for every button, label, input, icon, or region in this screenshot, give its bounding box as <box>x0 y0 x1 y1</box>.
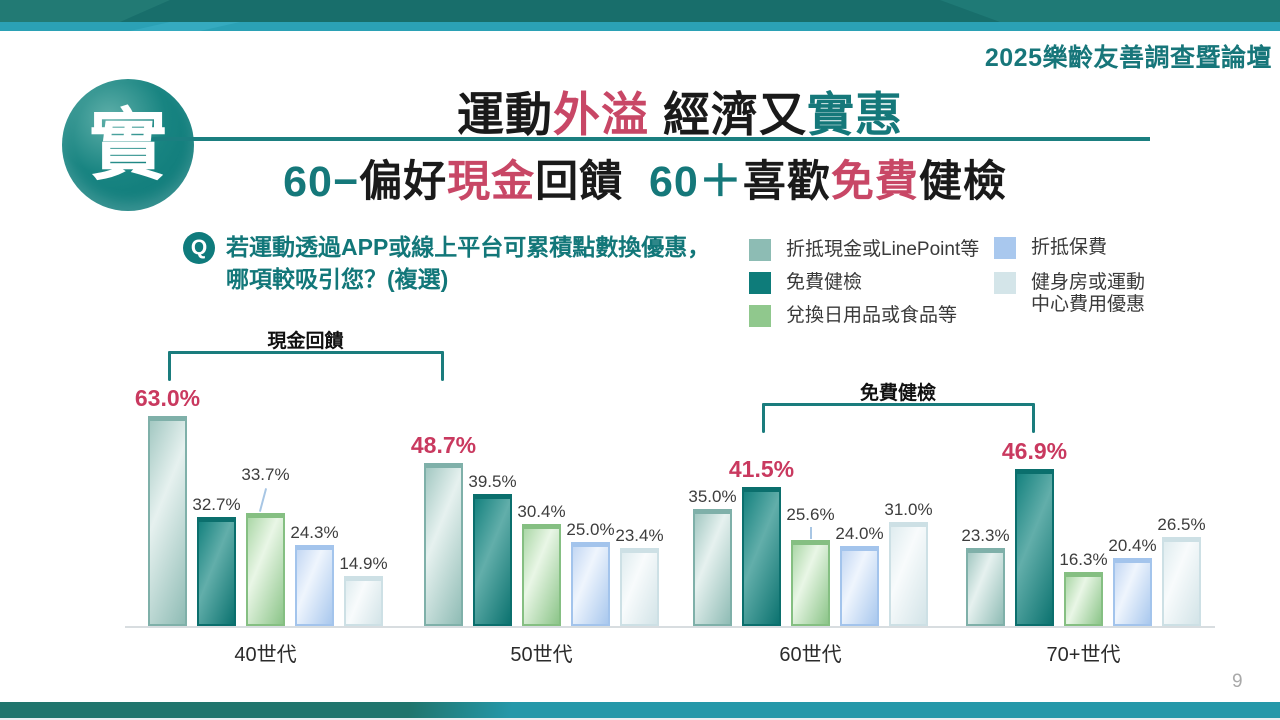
bar-50世代-s4 <box>620 548 659 626</box>
bracket-tick <box>1031 403 1035 433</box>
bar-60世代-s4 <box>889 522 928 626</box>
forum-title: 2025樂齡友善調查暨論壇 <box>984 44 1272 72</box>
bar-50世代-s3 <box>571 542 610 626</box>
page-number: 9 <box>1232 671 1243 692</box>
legend-swatch-gym <box>994 272 1016 294</box>
legend-label-insurance: 折抵保費 <box>1031 237 1108 258</box>
bar-value-label: 39.5% <box>468 472 517 491</box>
bar-40世代-s2 <box>246 513 285 626</box>
heading-segment: 回饋 <box>535 158 649 206</box>
legend-label-cash: 折抵現金或LinePoint等 <box>786 239 980 260</box>
legend-label-gym: 健身房或運動 中心費用優惠 <box>1031 272 1145 316</box>
heading-segment: 外溢 <box>552 88 649 141</box>
category-label: 70+世代 <box>1046 644 1121 666</box>
legend-swatch-checkup <box>749 272 771 294</box>
bar-value-label: 30.4% <box>517 502 566 521</box>
heading-segment: 喜歡 <box>742 158 831 206</box>
bar-value-label: 33.7% <box>241 465 290 484</box>
bottom-banner <box>0 702 1280 718</box>
legend-label-gym-line2: 中心費用優惠 <box>1031 294 1146 315</box>
bar-50世代-s0 <box>424 463 463 626</box>
bracket-line <box>167 351 444 354</box>
bar-value-label: 24.0% <box>835 524 884 543</box>
legend-label-gym-line1: 健身房或運動 <box>1031 272 1146 293</box>
bar-40世代-s4 <box>344 576 383 626</box>
heading-segment: 健檢 <box>918 158 1007 206</box>
bracket-line <box>761 403 1035 406</box>
category-label: 50世代 <box>510 644 573 666</box>
title-rule <box>152 137 1150 141</box>
question-line1: 若運動透過APP或線上平台可累積點數換優惠， <box>226 234 711 260</box>
bar-value-label: 14.9% <box>339 554 388 573</box>
main-title: 運動外溢 經濟又實惠 <box>150 76 1210 145</box>
heading-segment: 偏好 <box>359 158 448 206</box>
legend-label-checkup: 免費健檢 <box>786 272 863 293</box>
bar-70+世代-s0 <box>966 548 1005 626</box>
leader-line <box>809 527 812 539</box>
legend-swatch-cash <box>749 239 771 261</box>
question-badge-label: Q <box>190 236 208 259</box>
bracket-tick <box>440 351 444 381</box>
bar-50世代-s1 <box>473 494 512 626</box>
heading-segment: 60＋ <box>649 158 743 206</box>
bottom-banner-edge <box>0 718 1280 720</box>
slide-badge-character: 實 <box>88 101 167 189</box>
bar-value-label: 25.0% <box>566 520 615 539</box>
bar-40世代-s3 <box>295 545 334 626</box>
top-banner <box>0 0 1280 22</box>
bar-value-label: 63.0% <box>134 385 201 411</box>
legend-swatch-goods <box>749 305 771 327</box>
heading-segment: 現金 <box>447 158 536 206</box>
slide-badge: 實 <box>62 79 194 211</box>
leader-line <box>258 488 267 512</box>
category-label: 60世代 <box>779 644 842 666</box>
subtitle: 60−偏好現金回饋 60＋喜歡免費健檢 <box>80 147 1210 209</box>
legend-label-goods: 兌換日用品或食品等 <box>786 305 958 326</box>
bar-value-label: 24.3% <box>290 523 339 542</box>
bar-value-label: 31.0% <box>884 500 933 519</box>
heading-segment: 經濟又 <box>648 88 808 141</box>
bar-value-label: 35.0% <box>688 487 737 506</box>
bracket-tick <box>761 403 765 433</box>
bar-value-label: 16.3% <box>1059 550 1108 569</box>
bar-60世代-s1 <box>742 487 781 626</box>
bracket-label: 現金回饋 <box>267 331 344 352</box>
top-banner-substrip <box>0 22 1280 31</box>
question-text: 若運動透過APP或線上平台可累積點數換優惠， 哪項較吸引您？(複選) <box>226 231 710 295</box>
bar-70+世代-s2 <box>1064 572 1103 626</box>
top-banner-accent-right <box>940 0 1280 22</box>
question-badge: Q <box>183 232 215 264</box>
bar-value-label: 48.7% <box>410 432 477 458</box>
question-line2: 哪項較吸引您？(複選) <box>226 266 449 292</box>
top-banner-substrip-accent <box>130 22 240 31</box>
bar-50世代-s2 <box>522 524 561 626</box>
legend-swatch-insurance <box>994 237 1016 259</box>
x-axis-line <box>125 626 1215 628</box>
bar-value-label: 41.5% <box>728 456 795 482</box>
top-banner-accent-left <box>0 0 170 22</box>
bar-value-label: 23.3% <box>961 526 1010 545</box>
bar-60世代-s3 <box>840 546 879 626</box>
bar-40世代-s1 <box>197 517 236 626</box>
bar-value-label: 46.9% <box>1001 438 1068 464</box>
bar-40世代-s0 <box>148 416 187 626</box>
heading-segment: 60− <box>283 158 360 206</box>
heading-segment: 運動 <box>456 88 553 141</box>
bar-70+世代-s3 <box>1113 558 1152 626</box>
bar-60世代-s0 <box>693 509 732 626</box>
heading-segment: 實惠 <box>807 88 904 141</box>
bar-value-label: 25.6% <box>786 505 835 524</box>
bar-60世代-s2 <box>791 540 830 626</box>
category-label: 40世代 <box>234 644 297 666</box>
bracket-label: 免費健檢 <box>859 383 936 404</box>
bar-value-label: 20.4% <box>1108 536 1157 555</box>
bracket-tick <box>167 351 171 381</box>
bar-value-label: 26.5% <box>1157 515 1206 534</box>
heading-segment: 免費 <box>830 158 919 206</box>
bar-70+世代-s1 <box>1015 469 1054 626</box>
bar-value-label: 23.4% <box>615 526 664 545</box>
bar-value-label: 32.7% <box>192 495 241 514</box>
bar-70+世代-s4 <box>1162 537 1201 626</box>
